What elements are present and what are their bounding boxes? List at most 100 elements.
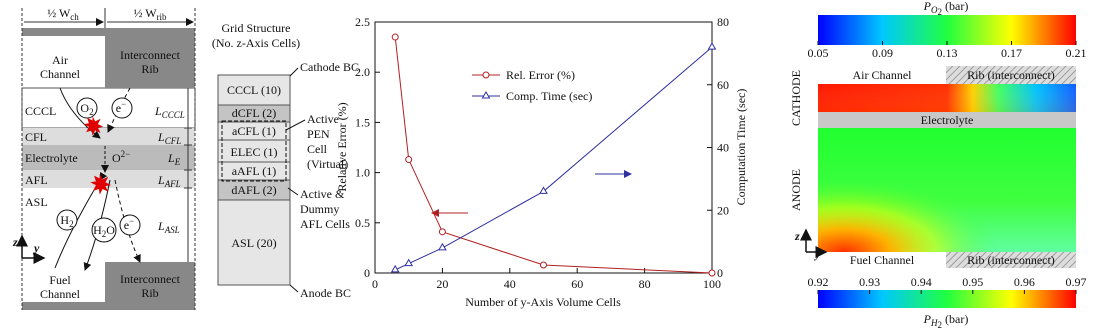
rib-hatch xyxy=(946,66,1076,84)
species: O2 e− O2− H2 H2O e− xyxy=(54,87,141,271)
species-label: O2 xyxy=(80,101,93,117)
colorbar-tick-label: 0.09 xyxy=(872,46,893,60)
cell-label: dAFL (2) xyxy=(231,183,276,197)
rib-top xyxy=(105,36,195,88)
schematic: ½ Wch ½ Wrib Air Channel Interconnect Ri… xyxy=(12,6,196,310)
x-tick-label: 20 xyxy=(436,277,448,291)
species-label: e− xyxy=(116,99,126,115)
annotation: AFL Cells xyxy=(300,217,350,231)
y2-tick-label: 80 xyxy=(717,15,729,29)
plot-frame xyxy=(374,21,713,274)
colorbar-tick-label: 0.92 xyxy=(808,275,829,289)
anode-field xyxy=(818,128,1076,252)
electrolyte-band xyxy=(818,112,1076,128)
annotation: Active xyxy=(307,112,339,126)
region-label: Channel xyxy=(40,67,81,81)
thickness-label: LCFL xyxy=(157,130,181,146)
legend-label: Comp. Time (sec) xyxy=(506,89,592,103)
annotation: Cell xyxy=(307,142,328,156)
y2-axis-label: Computation Time (sec) xyxy=(734,89,748,206)
annotation: PEN xyxy=(307,127,330,141)
species-label: e− xyxy=(124,216,134,232)
species-label: O2− xyxy=(112,149,130,165)
colorbar-tick-label: 0.21 xyxy=(1066,46,1087,60)
y-axis-label: Relative Error (%) xyxy=(335,102,349,191)
region-label: Interconnect xyxy=(120,272,181,286)
species-label: H2 xyxy=(60,213,73,229)
region-label: Electrolyte xyxy=(921,113,974,127)
cell-label: dCFL (2) xyxy=(232,106,277,120)
y2-tick-label: 0 xyxy=(717,266,723,280)
region-label: Air xyxy=(52,53,68,67)
marker xyxy=(707,42,717,50)
colorbar-label: PH2 (bar) xyxy=(923,312,969,329)
grid-title: Grid Structure xyxy=(222,21,291,35)
region-label: Fuel xyxy=(49,273,71,287)
region-label: Rib (interconnect) xyxy=(967,253,1055,267)
x-tick-label: 80 xyxy=(639,277,651,291)
axes-icon: z y xyxy=(12,234,46,264)
dim-ticks xyxy=(184,88,192,262)
colorbar-tick-label: 0.97 xyxy=(1066,275,1087,289)
y2-tick-label: 40 xyxy=(717,141,729,155)
grid-title: (No. z-Axis Cells) xyxy=(212,36,300,50)
colorbar-tick-label: 0.94 xyxy=(911,275,932,289)
y-tick-label: 2.5 xyxy=(355,15,370,29)
colorbar-tick-label: 0.95 xyxy=(962,275,983,289)
colorbar-tick-label: 0.13 xyxy=(937,46,958,60)
cell-label: ELEC (1) xyxy=(231,145,278,159)
thickness-label: LASL xyxy=(157,219,180,235)
layer-label: Electrolyte xyxy=(25,151,78,165)
annotation: (Virtual) xyxy=(307,157,348,171)
grid-structure: Grid Structure (No. z-Axis Cells) CCCL (… xyxy=(212,21,359,300)
axis-label: y xyxy=(813,247,821,261)
x-tick-label: 0 xyxy=(372,277,378,291)
marker xyxy=(438,242,447,251)
region-label: Rib (interconnect) xyxy=(967,68,1055,82)
region-label: Interconnect xyxy=(120,48,181,62)
side-label: CATHODE xyxy=(789,70,803,126)
axis-label: z xyxy=(12,235,18,249)
layer-label: CFL xyxy=(25,130,47,144)
legend-marker xyxy=(481,91,491,99)
legend: Rel. Error (%) Comp. Time (sec) xyxy=(472,68,592,103)
x-axis-label: Number of y-Axis Volume Cells xyxy=(465,295,621,309)
region-label: Fuel Channel xyxy=(850,253,915,267)
marker xyxy=(438,228,446,236)
cell-label: aAFL (1) xyxy=(232,164,277,178)
x-tick-label: 40 xyxy=(504,277,516,291)
species-label: H2O xyxy=(93,223,115,239)
marker xyxy=(405,156,413,164)
width-label: ½ Wrib xyxy=(133,6,167,22)
marker xyxy=(708,269,716,277)
colorbar-tick-label: 0.05 xyxy=(808,46,829,60)
bc-label: Cathode BC xyxy=(300,60,359,74)
x-tick-label: 60 xyxy=(571,277,583,291)
x-tick-label: 100 xyxy=(703,277,721,291)
rib-hatch xyxy=(946,252,1076,268)
axis-label: y xyxy=(32,241,40,255)
contour-panel: PO2 (bar) Air Channel Rib (interconnect)… xyxy=(789,0,1087,329)
cell-label: CCCL (10) xyxy=(227,83,281,97)
colorbar-label: PO2 (bar) xyxy=(923,0,969,17)
region-label: Channel xyxy=(40,287,81,301)
cell-label: aCFL (1) xyxy=(232,124,276,138)
rib-bottom xyxy=(105,262,195,302)
thickness-label: LAFL xyxy=(157,173,181,189)
layer-label: AFL xyxy=(25,173,48,187)
colorbar xyxy=(818,15,1076,45)
region-label: Rib xyxy=(141,62,158,76)
cccl-layer xyxy=(21,87,196,129)
bc-label: Anode BC xyxy=(300,286,351,300)
thickness-label: LCCCL xyxy=(154,104,185,120)
cfl-layer xyxy=(22,128,195,145)
marker xyxy=(539,186,548,194)
y-tick-label: 0.5 xyxy=(355,216,370,230)
axis-label: z xyxy=(794,229,800,243)
rib-strip xyxy=(22,302,195,310)
colorbar-tick-label: 0.93 xyxy=(859,275,880,289)
y-tick-label: 0 xyxy=(364,266,370,280)
y-tick-label: 2.0 xyxy=(355,65,370,79)
line-chart: Number of y-Axis Volume Cells Relative E… xyxy=(335,15,748,309)
